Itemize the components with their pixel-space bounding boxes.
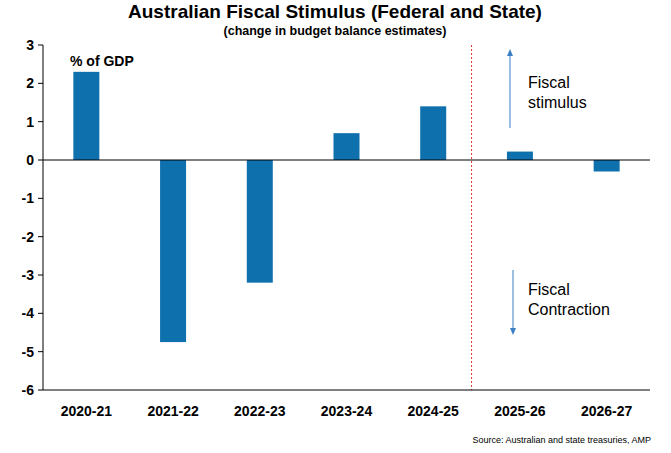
- y-tick-label: 1: [26, 114, 34, 130]
- bar: [73, 72, 99, 160]
- y-tick-label: -5: [22, 344, 35, 360]
- bar: [594, 160, 620, 172]
- y-tick-label: -3: [22, 267, 35, 283]
- y-tick: [38, 351, 43, 352]
- bar: [334, 133, 360, 160]
- y-tick: [38, 313, 43, 314]
- y-tick: [38, 236, 43, 237]
- y-tick: [38, 83, 43, 84]
- annotation-arrow: [513, 270, 514, 332]
- annotation-arrow: [510, 52, 511, 128]
- chart-container: Australian Fiscal Stimulus (Federal and …: [0, 0, 671, 453]
- y-tick-label: -2: [22, 229, 35, 245]
- bar: [507, 152, 533, 160]
- x-tick-label: 2023-24: [321, 403, 373, 419]
- y-tick: [38, 121, 43, 122]
- bar: [160, 160, 186, 342]
- bar: [247, 160, 273, 283]
- subtitle: (change in budget balance estimates): [224, 24, 447, 38]
- forecast-divider: [471, 45, 472, 390]
- bar: [420, 106, 446, 160]
- y-tick-label: 3: [26, 37, 34, 53]
- y-tick: [38, 198, 43, 199]
- y-tick-label: -1: [22, 190, 35, 206]
- x-tick-label: 2024-25: [408, 403, 460, 419]
- source: Source: Australian and state treasuries,…: [472, 435, 651, 445]
- x-tick-label: 2026-27: [581, 403, 633, 419]
- y-tick: [38, 160, 43, 161]
- x-tick-label: 2021-22: [147, 403, 199, 419]
- y-label: % of GDP: [70, 53, 134, 69]
- annotation: Fiscal stimulus: [528, 74, 587, 111]
- y-tick: [38, 45, 43, 46]
- x-tick-label: 2022-23: [234, 403, 286, 419]
- y-tick-label: -4: [22, 305, 35, 321]
- annotation: Fiscal Contraction: [528, 281, 610, 318]
- chart-svg: Australian Fiscal Stimulus (Federal and …: [0, 0, 671, 453]
- y-tick-label: 0: [26, 152, 34, 168]
- x-axis: [43, 390, 650, 391]
- x-tick-label: 2020-21: [61, 403, 113, 419]
- y-axis: [43, 45, 44, 390]
- y-tick-label: -6: [22, 382, 35, 398]
- title: Australian Fiscal Stimulus (Federal and …: [128, 1, 542, 22]
- y-tick: [38, 390, 43, 391]
- x-tick-label: 2025-26: [494, 403, 546, 419]
- zero-line: [43, 160, 650, 161]
- bars: [73, 72, 619, 342]
- y-tick-label: 2: [26, 75, 34, 91]
- y-tick: [38, 275, 43, 276]
